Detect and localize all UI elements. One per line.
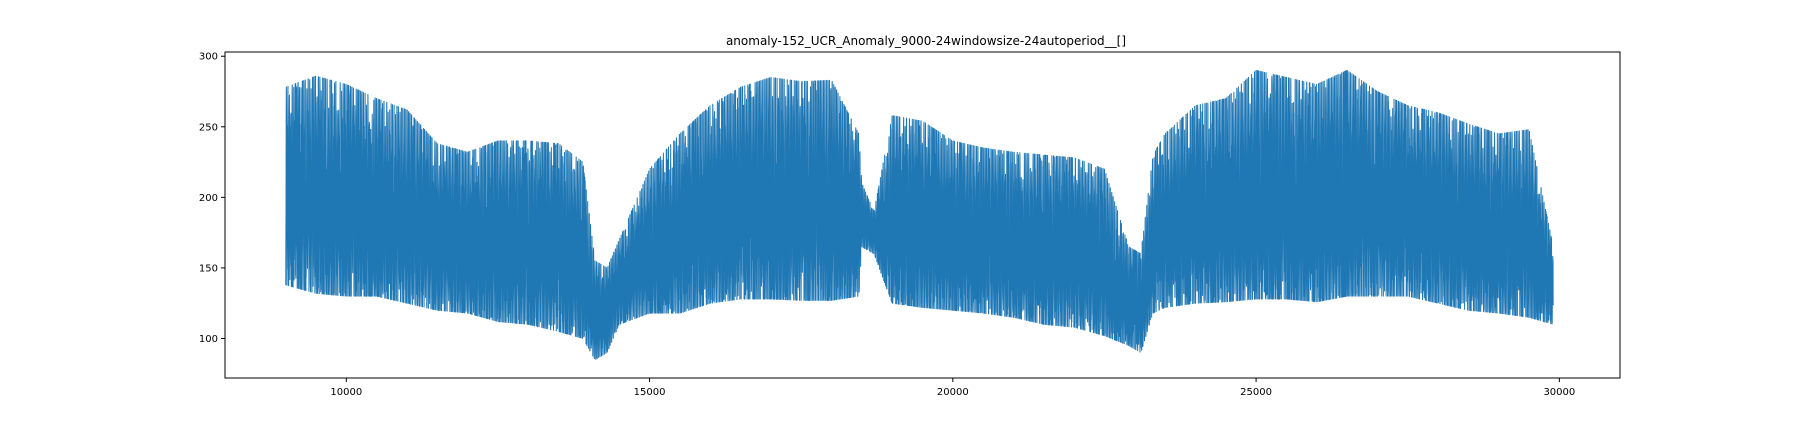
series-line [285,69,1554,360]
x-tick-label: 25000 [1240,387,1272,398]
x-tick-label: 20000 [937,387,969,398]
x-tick-label: 30000 [1543,387,1575,398]
y-tick-label: 200 [199,193,218,204]
x-tick-label: 10000 [330,387,362,398]
y-tick-label: 300 [199,52,218,63]
x-axis: 10000 15000 20000 25000 30000 [330,378,1575,398]
y-tick-label: 100 [199,334,218,345]
y-axis: 100 150 200 250 300 [199,52,225,345]
x-tick-label: 15000 [634,387,666,398]
y-tick-label: 150 [199,263,218,274]
plot-frame [224,51,1621,379]
y-tick-label: 250 [199,122,218,133]
chart-title: anomaly-152_UCR_Anomaly_9000-24windowsiz… [726,34,1126,48]
